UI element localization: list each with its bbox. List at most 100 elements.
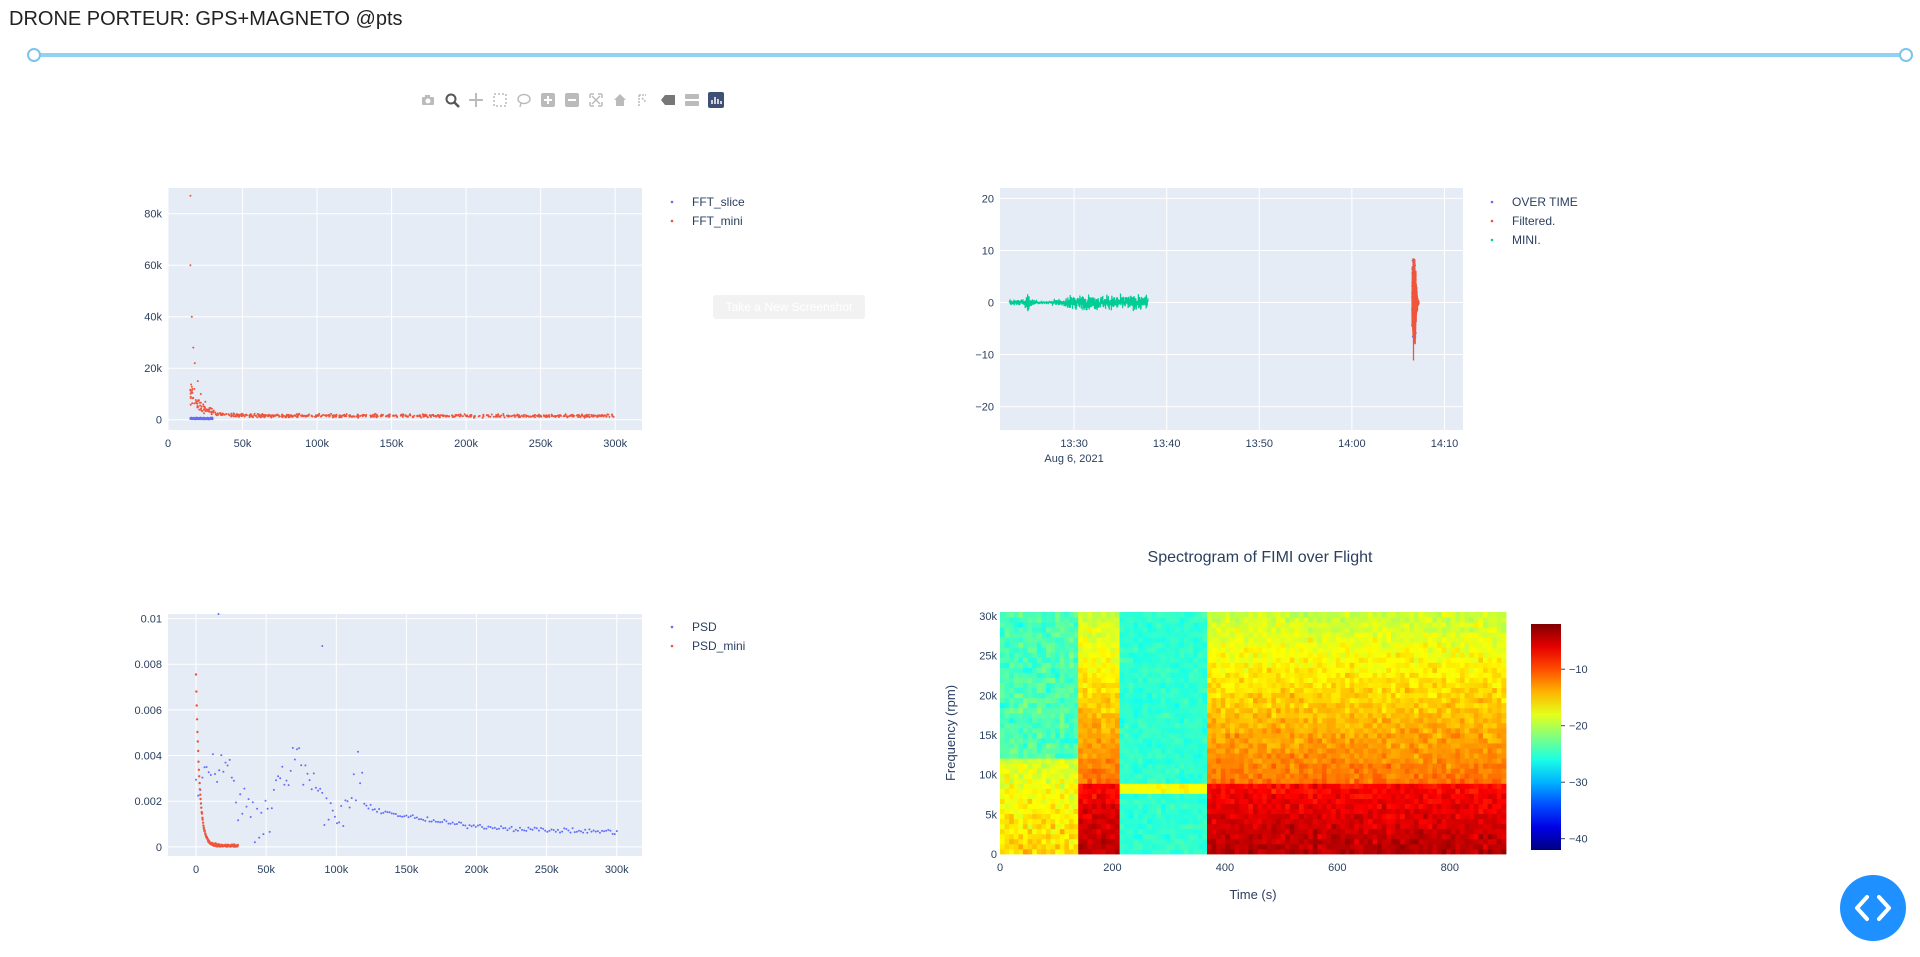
heatmap-cell: [1253, 617, 1258, 623]
heatmap-cell: [1069, 783, 1074, 789]
plotly-logo-icon[interactable]: [708, 92, 724, 108]
heatmap-cell: [1115, 768, 1120, 774]
reset-axes-icon[interactable]: [612, 92, 628, 108]
heatmap-cell: [1133, 793, 1139, 799]
pan-icon[interactable]: [468, 92, 484, 108]
heatmap-cell: [1009, 813, 1015, 820]
heatmap-cell: [1165, 722, 1171, 729]
heatmap-cell: [1197, 768, 1203, 774]
heatmap-cell: [1266, 637, 1272, 643]
heatmap-cell: [1308, 622, 1314, 628]
heatmap-cell: [1032, 677, 1038, 683]
zoom-in-icon[interactable]: [540, 92, 556, 108]
heatmap-cell: [1220, 788, 1226, 794]
heatmap-cell: [1276, 813, 1281, 820]
heatmap-cell: [1308, 687, 1314, 694]
heatmap-cell: [1294, 627, 1300, 633]
heatmap-cell: [1151, 657, 1157, 663]
heatmap-cell: [1000, 758, 1005, 764]
heatmap-cell: [1069, 612, 1074, 618]
hover-closest-icon[interactable]: [660, 92, 676, 108]
heatmap-cell: [1184, 833, 1189, 840]
heatmap-cell: [1170, 627, 1176, 633]
psd-point: [253, 841, 256, 844]
heatmap-cell: [1326, 692, 1332, 699]
heatmap-cell: [1174, 768, 1180, 774]
heatmap-cell: [1322, 768, 1327, 774]
range-slider[interactable]: [27, 48, 1913, 62]
time-legend-item[interactable]: MINI.: [1490, 233, 1541, 247]
box-select-icon[interactable]: [492, 92, 508, 108]
heatmap-cell: [1087, 803, 1093, 810]
heatmap-cell: [1303, 647, 1309, 653]
heatmap-cell: [1262, 612, 1268, 618]
heatmap-cell: [1115, 667, 1120, 673]
heatmap-cell: [1294, 722, 1300, 729]
heatmap-cell: [1170, 768, 1176, 774]
heatmap-cell: [1050, 808, 1056, 815]
heatmap-cell: [1128, 722, 1134, 729]
heatmap-cell: [1280, 848, 1286, 855]
zoom-out-icon[interactable]: [564, 92, 580, 108]
heatmap-cell: [1230, 707, 1235, 714]
heatmap-cell: [1105, 793, 1111, 799]
psd-point: [596, 830, 599, 833]
heatmap-cell: [1156, 627, 1162, 633]
zoom-icon[interactable]: [444, 92, 460, 108]
heatmap-cell: [1197, 612, 1203, 618]
heatmap-cell: [1271, 652, 1277, 658]
heatmap-cell: [1257, 707, 1263, 714]
heatmap-cell: [1207, 617, 1212, 623]
psd-legend-item[interactable]: PSD: [670, 620, 717, 634]
psd-point: [561, 830, 564, 833]
heatmap-cell: [1059, 642, 1065, 648]
slider-handle-left[interactable]: [27, 48, 41, 62]
psd-point: [342, 825, 345, 827]
fft-point: [418, 415, 421, 418]
heatmap-cell: [1216, 813, 1222, 820]
lasso-icon[interactable]: [516, 92, 532, 108]
heatmap-cell: [1101, 612, 1107, 618]
heatmap-cell: [1317, 662, 1323, 668]
heatmap-cell: [1312, 758, 1318, 764]
heatmap-cell: [1119, 612, 1125, 618]
heatmap-cell: [1170, 758, 1176, 764]
heatmap-cell: [1101, 727, 1107, 734]
camera-icon[interactable]: [420, 92, 436, 108]
fft-legend-item[interactable]: FFT_mini: [670, 214, 743, 228]
fft-legend-item[interactable]: FFT_slice: [670, 195, 745, 209]
heatmap-cell: [1009, 622, 1015, 628]
psd-legend-item[interactable]: PSD_mini: [670, 639, 746, 653]
heatmap-cell: [1239, 843, 1245, 850]
heatmap-cell: [1009, 687, 1015, 694]
heatmap-cell: [1207, 727, 1212, 734]
heatmap-cell: [1018, 753, 1024, 759]
hover-compare-icon[interactable]: [684, 92, 700, 108]
heatmap-cell: [1013, 758, 1019, 764]
time-legend-item[interactable]: OVER TIME: [1490, 195, 1578, 209]
heatmap-cell: [1271, 617, 1277, 623]
heatmap-cell: [1230, 808, 1235, 815]
heatmap-cell: [1230, 813, 1235, 820]
autoscale-icon[interactable]: [588, 92, 604, 108]
fft-point: [193, 388, 196, 390]
heatmap-cell: [1013, 717, 1019, 724]
heatmap-cell: [1105, 662, 1111, 668]
spike-lines-icon[interactable]: [636, 92, 652, 108]
heatmap-cell: [1294, 838, 1300, 845]
heatmap-cell: [1165, 712, 1171, 719]
heatmap-cell: [1239, 813, 1245, 820]
heatmap-cell: [1069, 828, 1074, 835]
heatmap-cell: [1046, 743, 1051, 749]
heatmap-cell: [1174, 697, 1180, 704]
heatmap-cell: [1073, 697, 1079, 704]
time-legend-item[interactable]: Filtered.: [1490, 214, 1556, 228]
heatmap-cell: [1087, 813, 1093, 820]
slider-handle-right[interactable]: [1899, 48, 1913, 62]
heatmap-cell: [1243, 773, 1249, 779]
heatmap-cell: [1151, 712, 1157, 719]
heatmap-cell: [1128, 808, 1134, 815]
heatmap-cell: [1018, 667, 1024, 673]
heatmap-cell: [1069, 717, 1074, 724]
